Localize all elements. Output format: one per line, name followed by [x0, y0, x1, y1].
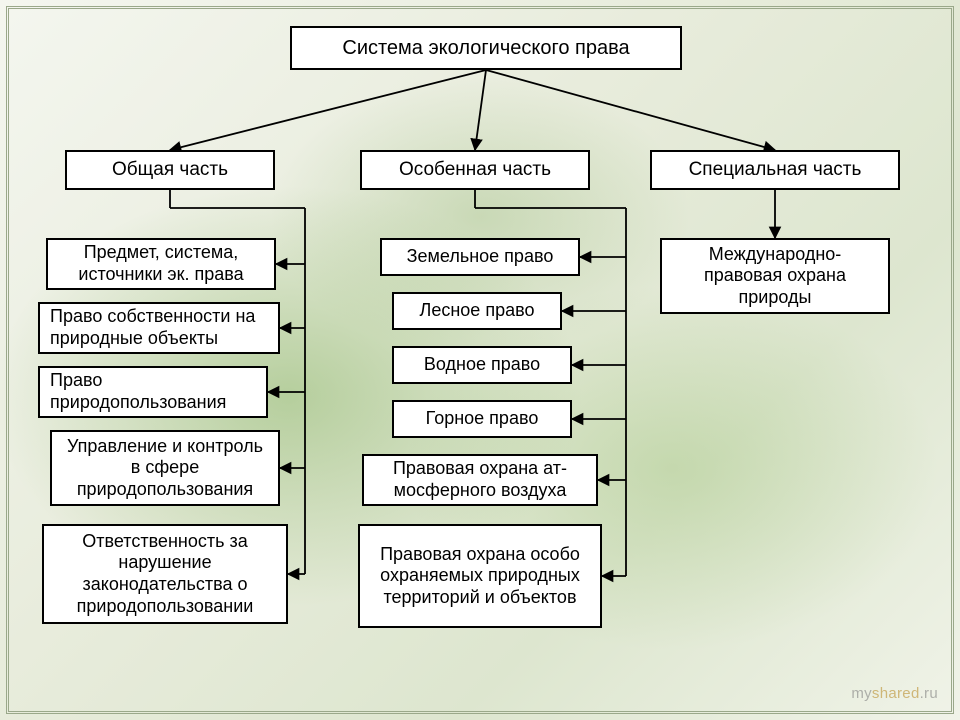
special-item-5-label: Правовая охрана особо охраняемых природн… — [370, 544, 590, 609]
general-item-1-label: Право собственности на природные объекты — [50, 306, 268, 349]
specialized-item-0: Международно-правовая охрана природы — [660, 238, 890, 314]
branch-special-label: Особенная часть — [399, 159, 551, 182]
watermark-text: my — [851, 685, 872, 702]
watermark-text: shared — [872, 685, 920, 702]
special-item-3-label: Горное право — [426, 408, 539, 430]
title-box: Система экологического права — [290, 26, 682, 70]
title-box-label: Система экологического права — [342, 36, 629, 60]
branch-specialized: Специальная часть — [650, 150, 900, 190]
general-item-4: Ответственность за нарушение законодател… — [42, 524, 288, 624]
special-item-0: Земельное право — [380, 238, 580, 276]
diagram-stage: myshared.ru Система экологического права… — [0, 0, 960, 720]
specialized-item-0-label: Международно-правовая охрана природы — [672, 244, 878, 309]
special-item-3: Горное право — [392, 400, 572, 438]
branch-general: Общая часть — [65, 150, 275, 190]
special-item-5: Правовая охрана особо охраняемых природн… — [358, 524, 602, 628]
branch-specialized-label: Специальная часть — [689, 159, 862, 182]
general-item-0: Предмет, система, источники эк. права — [46, 238, 276, 290]
general-item-3-label: Управление и контроль в сфере природопол… — [62, 436, 268, 501]
general-item-3: Управление и контроль в сфере природопол… — [50, 430, 280, 506]
general-item-2-label: Право природопользования — [50, 370, 256, 413]
special-item-4-label: Правовая охрана ат-мосферного воздуха — [374, 458, 586, 501]
general-item-2: Право природопользования — [38, 366, 268, 418]
special-item-1: Лесное право — [392, 292, 562, 330]
branch-general-label: Общая часть — [112, 159, 228, 182]
branch-special: Особенная часть — [360, 150, 590, 190]
general-item-1: Право собственности на природные объекты — [38, 302, 280, 354]
general-item-0-label: Предмет, система, источники эк. права — [58, 242, 264, 285]
special-item-2-label: Водное право — [424, 354, 540, 376]
special-item-2: Водное право — [392, 346, 572, 384]
watermark-text: .ru — [920, 685, 938, 702]
special-item-4: Правовая охрана ат-мосферного воздуха — [362, 454, 598, 506]
special-item-0-label: Земельное право — [407, 246, 554, 268]
general-item-4-label: Ответственность за нарушение законодател… — [54, 531, 276, 617]
watermark: myshared.ru — [851, 685, 938, 702]
special-item-1-label: Лесное право — [420, 300, 535, 322]
